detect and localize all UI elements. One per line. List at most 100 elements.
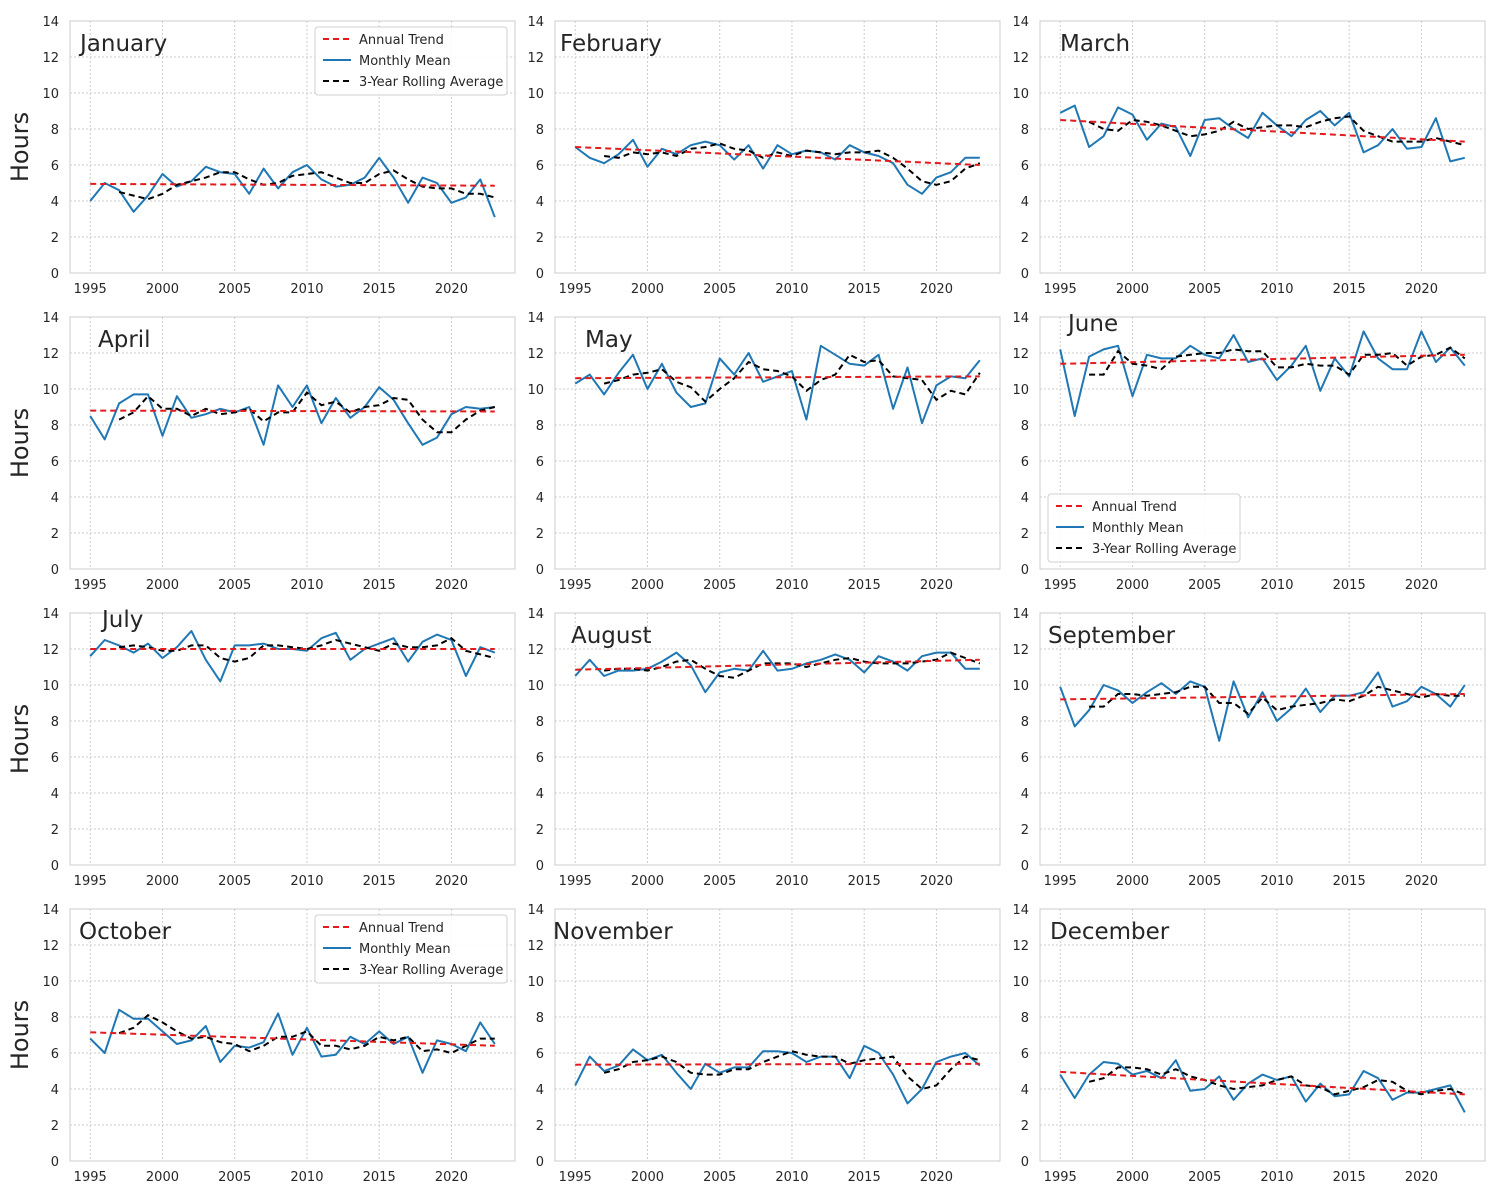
series-line-rolling-average: [118, 169, 496, 201]
y-tick-label: 4: [536, 491, 544, 506]
x-tick-label: 2020: [920, 874, 953, 889]
y-tick-label: 14: [42, 311, 59, 326]
y-tick-label: 10: [527, 383, 544, 398]
trend-line-annual: [1060, 693, 1465, 701]
x-tick-label: 2015: [848, 282, 881, 297]
x-tick-label: 2015: [363, 1170, 396, 1185]
x-tick-label: 2010: [290, 874, 323, 889]
legend-item-rolling-average: 3-Year Rolling Average: [359, 75, 503, 90]
x-tick-label: 2005: [703, 874, 736, 889]
trend-line-annual: [1060, 119, 1465, 143]
legend-box: [1047, 493, 1241, 563]
plot-frame: [69, 908, 516, 1162]
x-tick-label: 1995: [559, 282, 592, 297]
x-tick-label: 1995: [1044, 874, 1077, 889]
x-tick-label: 2000: [1116, 282, 1149, 297]
x-tick-label: 1995: [74, 282, 107, 297]
legend-item-monthly-mean: Monthly Mean: [1092, 521, 1184, 536]
trend-line-annual: [1060, 353, 1465, 365]
series-line-monthly-mean: [1059, 1059, 1466, 1113]
y-tick-label: 6: [51, 455, 59, 470]
x-tick-label: 1995: [74, 1170, 107, 1185]
y-tick-label: 2: [51, 823, 59, 838]
panel-title: November: [553, 919, 673, 945]
legend: Annual Trend Monthly Mean 3-Year Rolling A…: [1047, 493, 1241, 563]
y-tick-label: 6: [51, 1047, 59, 1062]
legend-box: [314, 26, 508, 96]
y-tick-label: 2: [51, 1119, 59, 1134]
y-tick-label: 2: [536, 527, 544, 542]
y-axis-label: Hours: [6, 408, 34, 478]
legend-item-monthly-mean: Monthly Mean: [359, 54, 451, 69]
y-tick-label: 12: [527, 643, 544, 658]
x-tick-label: 2005: [703, 578, 736, 593]
plot-frame: [1039, 316, 1486, 570]
y-tick-label: 14: [527, 903, 544, 918]
y-tick-label: 12: [1012, 347, 1029, 362]
legend-item-rolling-average: 3-Year Rolling Average: [1092, 542, 1236, 557]
x-tick-label: 2005: [703, 1170, 736, 1185]
x-tick-label: 2005: [218, 282, 251, 297]
y-tick-label: 0: [1021, 1155, 1029, 1170]
y-tick-label: 14: [527, 311, 544, 326]
y-tick-label: 12: [42, 347, 59, 362]
y-tick-label: 6: [536, 159, 544, 174]
y-tick-label: 6: [51, 751, 59, 766]
trend-line-annual: [575, 375, 980, 380]
y-tick-label: 4: [536, 195, 544, 210]
legend-item-annual-trend: Annual Trend: [1092, 500, 1177, 515]
x-tick-label: 2010: [775, 578, 808, 593]
y-tick-label: 10: [527, 679, 544, 694]
y-tick-label: 10: [42, 383, 59, 398]
y-tick-label: 8: [536, 419, 544, 434]
legend-item-annual-trend: Annual Trend: [359, 33, 444, 48]
y-tick-label: 12: [1012, 51, 1029, 66]
x-tick-label: 2010: [1260, 1170, 1293, 1185]
legend-item-rolling-average: 3-Year Rolling Average: [359, 963, 503, 978]
y-axis-label: Hours: [6, 704, 34, 774]
x-tick-label: 2010: [290, 1170, 323, 1185]
y-tick-label: 14: [527, 15, 544, 30]
y-tick-label: 10: [42, 87, 59, 102]
x-tick-label: 2010: [775, 1170, 808, 1185]
y-tick-label: 8: [1021, 715, 1029, 730]
plot-frame: [554, 20, 1001, 274]
legend: Annual Trend Monthly Mean 3-Year Rolling A…: [314, 26, 508, 96]
series-line-monthly-mean: [89, 384, 495, 446]
y-tick-label: 4: [1021, 1083, 1029, 1098]
x-tick-label: 2010: [290, 578, 323, 593]
y-tick-label: 0: [536, 859, 544, 874]
y-tick-label: 12: [527, 347, 544, 362]
y-tick-label: 6: [1021, 751, 1029, 766]
y-tick-label: 4: [51, 195, 59, 210]
y-tick-label: 12: [527, 51, 544, 66]
y-tick-label: 8: [536, 123, 544, 138]
y-tick-label: 2: [51, 231, 59, 246]
x-tick-label: 2000: [631, 1170, 664, 1185]
x-tick-label: 2020: [1405, 874, 1438, 889]
x-tick-label: 2015: [1333, 1170, 1366, 1185]
y-tick-label: 6: [536, 751, 544, 766]
y-axis-label: Hours: [6, 112, 34, 182]
x-tick-label: 1995: [559, 578, 592, 593]
y-tick-label: 8: [1021, 123, 1029, 138]
y-tick-label: 6: [1021, 1047, 1029, 1062]
x-tick-label: 2020: [435, 1170, 468, 1185]
x-tick-label: 2020: [435, 578, 468, 593]
x-tick-label: 2010: [1260, 874, 1293, 889]
panel-may: 0 2 4 6 8 10 12 14 1995 2000 2005 2010 2015 2020 May: [527, 311, 1001, 593]
series-line-rolling-average: [603, 1050, 981, 1091]
series-line-rolling-average: [603, 353, 981, 403]
y-tick-label: 0: [1021, 859, 1029, 874]
panel-title: March: [1060, 31, 1130, 57]
y-tick-label: 12: [1012, 643, 1029, 658]
plot-frame: [554, 316, 1001, 570]
panel-july: 0 2 4 6 8 10 12 14 1995 2000 2005 2010 2015 2020 Hours…: [6, 607, 516, 889]
x-tick-label: 1995: [559, 1170, 592, 1185]
panel-title: February: [560, 31, 662, 57]
x-tick-label: 2020: [920, 578, 953, 593]
trend-line-annual: [575, 658, 980, 671]
x-tick-label: 2020: [1405, 578, 1438, 593]
series-line-monthly-mean: [1059, 671, 1466, 742]
